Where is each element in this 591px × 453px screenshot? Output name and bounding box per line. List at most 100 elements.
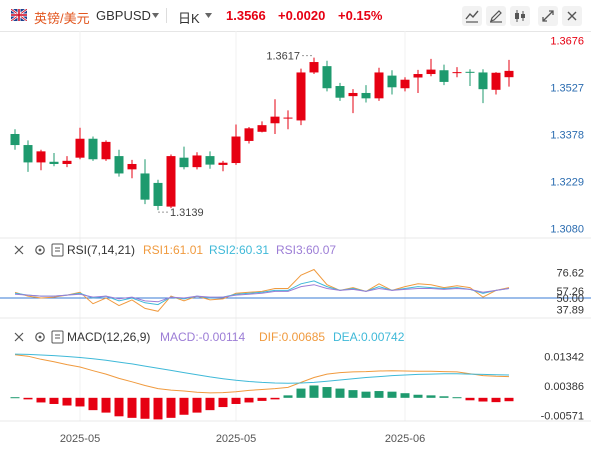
dif-label: DIF:0.00685 <box>259 330 325 344</box>
price-tick-label: 1.3229 <box>550 177 584 189</box>
last-price: 1.3566 <box>226 8 266 23</box>
period-caret-icon[interactable] <box>205 13 212 18</box>
close-icon[interactable] <box>14 245 24 255</box>
candle-body <box>439 70 449 82</box>
macd-tick-label: 0.01342 <box>544 351 584 363</box>
candle-body <box>335 86 345 98</box>
macd-histogram-bar <box>283 395 293 398</box>
price-tick-label: 1.3676 <box>550 36 584 48</box>
x-axis: 2025-05 2025-05 2025-06 <box>60 433 425 445</box>
x-tick-label: 2025-06 <box>385 433 425 445</box>
symbol-code[interactable]: GBPUSD <box>96 8 151 23</box>
candle-body <box>244 128 254 141</box>
fullscreen-icon[interactable] <box>538 6 558 26</box>
rsi3-label: RSI3:60.07 <box>276 243 336 257</box>
macd-histogram-bar <box>166 397 176 418</box>
price-tick-label: 1.3527 <box>550 83 584 95</box>
toolbar: 英镑/美元 GBPUSD 日K 1.3566 +0.0020 +0.15% <box>0 0 591 32</box>
candle-body <box>205 156 215 165</box>
candle-body <box>400 79 410 89</box>
candle-body <box>426 69 436 75</box>
toolbar-divider <box>166 8 167 23</box>
price-tick-label: 1.3378 <box>550 130 584 142</box>
candle-body <box>153 182 163 206</box>
high-label: 1.3617 <box>266 51 300 63</box>
macd-histogram-bar <box>335 388 345 398</box>
settings-icon[interactable] <box>562 6 582 26</box>
dea-line <box>14 353 510 384</box>
macd-histogram-bar <box>413 394 423 398</box>
info-icon[interactable] <box>51 330 64 344</box>
symbol-name-cn[interactable]: 英镑/美元 <box>34 11 90 26</box>
candle-body <box>231 136 241 164</box>
macd-histogram-bar <box>257 397 267 401</box>
candle-body <box>166 156 176 207</box>
candle-body <box>478 72 488 90</box>
candle-body <box>452 72 462 74</box>
x-tick-label: 2025-05 <box>216 433 256 445</box>
macd-histogram-bar <box>192 397 202 413</box>
macd-histogram-bar <box>23 397 33 400</box>
macd-histogram-bar <box>101 397 111 413</box>
candle-body <box>322 66 332 89</box>
candle-body <box>361 92 371 99</box>
macd-histogram-bar <box>439 396 449 398</box>
low-label: 1.3139 <box>170 207 204 219</box>
macd-histogram-bar <box>153 397 163 420</box>
macd-header: MACD(12,26,9) MACD:-0.00114 DIF:0.00685 … <box>14 330 405 344</box>
rsi2-label: RSI2:60.31 <box>209 243 269 257</box>
rsi-lines <box>0 268 591 312</box>
candle-body <box>387 75 397 88</box>
macd-histogram-bar <box>205 397 215 411</box>
price-change: +0.0020 <box>278 8 326 23</box>
candle-body <box>23 145 33 163</box>
rsi-tick-label: 37.89 <box>556 305 584 317</box>
macd-histogram-bar <box>387 391 397 398</box>
candle-body <box>75 138 85 158</box>
candle-body <box>270 116 280 124</box>
candle-body <box>10 134 20 146</box>
candle-body <box>127 163 137 170</box>
candle-body <box>62 160 72 164</box>
macd-histogram-bar <box>140 397 150 419</box>
close-icon[interactable] <box>14 332 24 342</box>
candle-body <box>192 155 202 168</box>
flag-icon <box>11 9 27 21</box>
candle-body <box>114 156 124 174</box>
macd-histogram-bar <box>465 397 475 401</box>
candle-body <box>348 92 358 97</box>
candle-body <box>296 72 306 121</box>
candle-body <box>101 141 111 160</box>
macd-tick-label: 0.00386 <box>544 381 584 393</box>
gear-icon[interactable] <box>35 245 45 255</box>
macd-histogram-bar <box>426 395 436 398</box>
macd-title: MACD(12,26,9) <box>67 330 150 344</box>
macd-histogram-bar <box>49 397 59 404</box>
pencil-icon[interactable] <box>486 6 506 26</box>
macd-tick-label: -0.00571 <box>541 410 584 422</box>
macd-histogram-bar <box>400 393 410 398</box>
candle-body <box>49 161 59 164</box>
info-icon[interactable] <box>51 243 64 257</box>
period-selector[interactable]: 日K <box>178 11 200 26</box>
candle-body <box>504 70 514 78</box>
candle-body <box>413 74 423 78</box>
candle-toggle-icon[interactable] <box>510 6 530 26</box>
rsi-tick-label: 76.62 <box>556 268 584 280</box>
macd-value-label: MACD:-0.00114 <box>160 330 245 344</box>
macd-histogram-bar <box>296 388 306 398</box>
dropdown-caret-icon[interactable] <box>152 13 159 18</box>
macd-histogram-bar <box>62 397 72 406</box>
candle-body <box>374 72 384 99</box>
dif-line <box>14 354 510 394</box>
candle-body <box>283 117 293 119</box>
macd-histogram-bar <box>75 397 85 407</box>
line-chart-icon[interactable] <box>462 6 482 26</box>
rsi-tick-label: 50.00 <box>556 293 584 305</box>
price-tick-label: 1.3080 <box>550 224 584 236</box>
macd-histogram-bar <box>10 397 20 399</box>
macd-histogram-bar <box>36 397 46 403</box>
macd-histogram-bar <box>218 397 228 408</box>
gear-icon[interactable] <box>35 332 45 342</box>
macd-histogram-bar <box>114 397 124 417</box>
